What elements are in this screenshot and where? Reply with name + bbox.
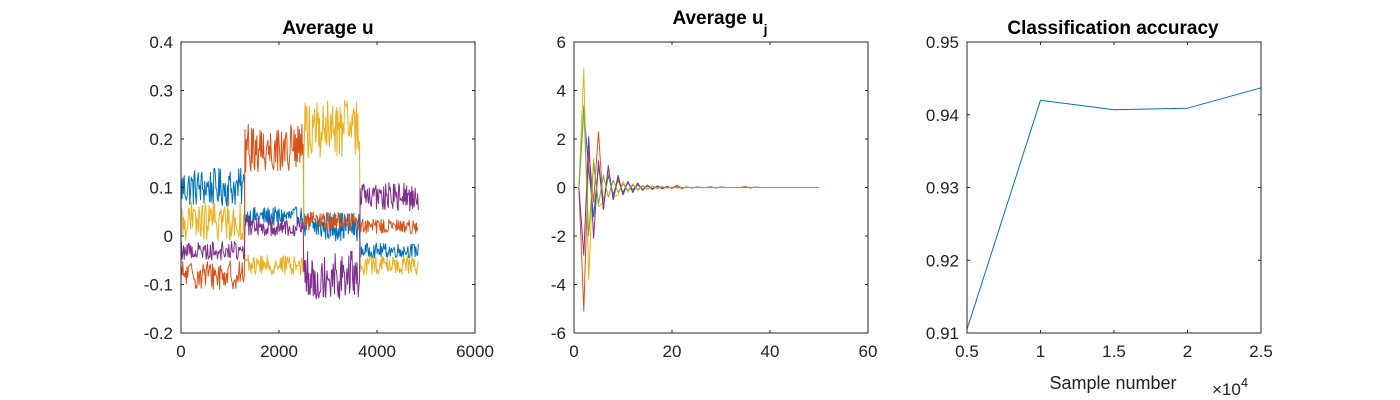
x-tick-label: 60 (859, 342, 878, 361)
x-tick-label: 2 (1183, 342, 1192, 361)
axis-ticks: 0 20 40 60 -6 -4 -2 0 2 4 6 (551, 33, 878, 361)
x-axis-exponent-power: 4 (1241, 375, 1248, 390)
x-tick-label: 1.5 (1102, 342, 1126, 361)
series-line (966, 87, 1262, 330)
y-tick-label: 0 (557, 179, 566, 198)
y-tick-label: 0.94 (926, 106, 959, 125)
plot-area (578, 68, 819, 312)
x-tick-label: 2000 (260, 342, 298, 361)
y-tick-label: 6 (557, 33, 566, 52)
y-tick-label: 0.95 (926, 33, 959, 52)
y-tick-label: 0.2 (149, 130, 173, 149)
series-line (578, 104, 819, 237)
y-tick-label: 0.91 (926, 324, 959, 343)
y-tick-label: 2 (557, 130, 566, 149)
y-tick-label: -4 (551, 276, 566, 295)
chart-title-subscript: j (763, 21, 768, 37)
plot-area (966, 87, 1262, 330)
chart-classification-accuracy: Classification accuracy 0.5 1 1.5 2 2.50.910… (926, 18, 1273, 399)
y-tick-label: 0.92 (926, 251, 959, 270)
plot-area (180, 100, 419, 300)
x-tick-label: 20 (663, 342, 682, 361)
y-tick-label: 0 (164, 227, 173, 246)
series-line (180, 182, 419, 300)
y-tick-label: 0.4 (149, 33, 173, 52)
x-tick-label: 2.5 (1249, 342, 1273, 361)
chart-title: Classification accuracy (1007, 18, 1219, 39)
x-axis-exponent: ×104 (1212, 375, 1248, 399)
x-tick-label: 1 (1036, 342, 1045, 361)
chart-title-main: Average u (672, 8, 763, 29)
chart-average-uj: Average uj 0 20 40 60 -6 -4 -2 0 2 4 6 (551, 8, 878, 361)
y-tick-label: -0.1 (144, 276, 173, 295)
x-tick-label: 6000 (456, 342, 494, 361)
y-tick-label: 0.3 (149, 82, 173, 101)
x-tick-label: 4000 (358, 342, 396, 361)
series-line (180, 100, 419, 276)
chart-title: Average u (282, 18, 373, 39)
y-tick-label: 4 (557, 82, 566, 101)
axis-ticks: 0.5 1 1.5 2 2.5 0.91 0.92 0.93 0.94 0.95 (926, 33, 1273, 361)
x-tick-label: 0 (176, 342, 185, 361)
x-tick-label: 0.5 (955, 342, 979, 361)
x-tick-label: 40 (761, 342, 780, 361)
x-axis-label: Sample number (1049, 373, 1176, 393)
x-tick-label: 0 (569, 342, 578, 361)
chart-average-u: Average u 0 2000 4000 6000 -0.2 -0.1 0 0.1 0.2 0.… (144, 18, 494, 361)
chart-title: Average uj (672, 8, 767, 37)
y-tick-label: 0.93 (926, 179, 959, 198)
y-tick-label: 0.1 (149, 179, 173, 198)
axis-ticks: 0 2000 4000 6000 -0.2 -0.1 0 0.1 0.2 0.3 0.4 (144, 33, 494, 361)
y-tick-label: -2 (551, 227, 566, 246)
y-tick-label: -6 (551, 324, 566, 343)
y-tick-label: -0.2 (144, 324, 173, 343)
x-axis-exponent-base: ×10 (1212, 380, 1241, 399)
